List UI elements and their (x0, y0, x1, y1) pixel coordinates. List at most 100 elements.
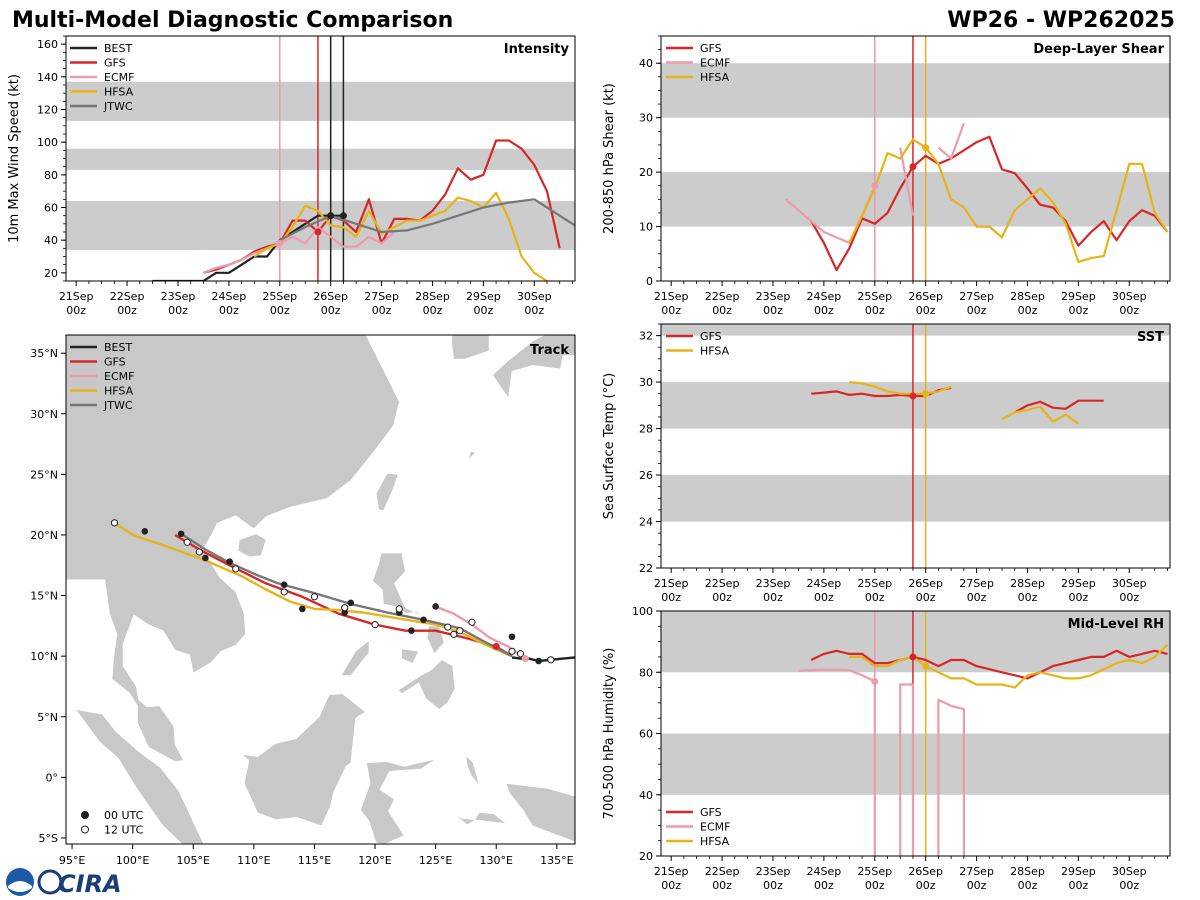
track-point-12utc (280, 588, 288, 596)
track-jtwc (180, 532, 513, 658)
land-polygon (465, 754, 480, 786)
shear-xtick-date: 21Sep (654, 290, 689, 303)
rh-series-ecmf (937, 698, 966, 856)
shear-series-group (784, 122, 1169, 272)
sst-init-marker (909, 392, 917, 400)
intensity-series-best (152, 214, 344, 281)
figure-title: Multi-Model Diagnostic Comparison (12, 8, 453, 33)
land-polygon (75, 709, 204, 844)
shear-xtick-date: 25Sep (857, 290, 892, 303)
shear-init-marker (871, 182, 879, 190)
rh-xtick-hour: 00z (967, 879, 987, 892)
sst-shade-band (661, 475, 1170, 522)
track-ytick-label: 20°N (30, 529, 58, 542)
shear-panel: 01020304021Sep00z22Sep00z23Sep00z24Sep00… (602, 35, 1171, 317)
shear-xtick-hour: 00z (661, 304, 681, 317)
track-gfs-init-marker (492, 642, 500, 650)
intensity-init-marker (314, 228, 322, 236)
shear-xtick-date: 22Sep (705, 290, 740, 303)
shear-xtick-hour: 00z (712, 304, 732, 317)
intensity-title: Intensity (504, 42, 570, 57)
rh-xtick-hour: 00z (661, 879, 681, 892)
rh-series-gfs (810, 649, 1168, 680)
shear-series-ecmf (899, 147, 915, 216)
track-marker-legend-symbol (81, 811, 89, 819)
land-polygon (375, 472, 399, 512)
sst-xtick-hour: 00z (1068, 591, 1088, 604)
track-point-00utc (177, 530, 185, 538)
rh-frame (660, 610, 1171, 857)
rh-xtick-hour: 00z (814, 879, 834, 892)
intensity-init-marker (276, 239, 284, 247)
track-ytick-label: 0° (46, 771, 59, 784)
track-ytick-label: 10°N (30, 650, 58, 663)
track-point-12utc (468, 618, 476, 626)
track-lines-group (110, 519, 575, 665)
track-xtick-label: 95°E (59, 854, 85, 867)
shear-ytick-label: 0 (646, 275, 653, 288)
sst-xtick-date: 26Sep (908, 577, 943, 590)
intensity-xtick-hour: 00z (321, 304, 341, 317)
intensity-ytick-label: 140 (37, 71, 58, 84)
sst-xtick-date: 24Sep (807, 577, 842, 590)
rh-xtick-hour: 00z (712, 879, 732, 892)
sst-xtick-hour: 00z (712, 591, 732, 604)
sst-xtick-date: 27Sep (959, 577, 994, 590)
track-point-00utc (299, 605, 306, 613)
noaa-wave-icon (8, 881, 32, 892)
intensity-xtick-hour: 00z (524, 304, 544, 317)
track-point-12utc (232, 565, 240, 573)
intensity-xtick-hour: 00z (473, 304, 493, 317)
shear-legend-label: GFS (700, 42, 722, 55)
rh-init-marker (871, 677, 879, 685)
track-legend-label: HFSA (104, 385, 134, 398)
shear-series-gfs (810, 135, 1169, 272)
track-frame (65, 334, 576, 845)
intensity-shade-band (66, 148, 575, 170)
track-ecmf-init-marker (521, 655, 529, 663)
sst-legend-label: HFSA (700, 345, 730, 358)
track-point-00utc (432, 603, 439, 610)
shear-xtick-date: 28Sep (1010, 290, 1045, 303)
track-point-12utc (450, 630, 458, 638)
rh-xtick-date: 24Sep (807, 865, 842, 878)
shear-xtick-hour: 00z (814, 304, 834, 317)
intensity-init-marker (339, 212, 347, 220)
sst-xtick-date: 21Sep (654, 577, 689, 590)
sst-series-hfsa (849, 381, 952, 395)
intensity-xtick-date: 23Sep (161, 290, 196, 303)
track-legend-label: GFS (104, 356, 126, 369)
sst-series-group (811, 381, 1104, 425)
land-polygon (451, 335, 490, 360)
shear-xtick-hour: 00z (1068, 304, 1088, 317)
sst-series-gfs (1014, 399, 1104, 414)
sst-xtick-hour: 00z (763, 591, 783, 604)
rh-xtick-date: 30Sep (1112, 865, 1147, 878)
track-ytick-label: 30°N (30, 408, 58, 421)
intensity-legend-label: GFS (104, 57, 126, 70)
cira-logo: CIRA (6, 868, 122, 898)
track-title: Track (530, 343, 569, 358)
rh-shade-band (661, 733, 1170, 795)
track-point-12utc (310, 593, 319, 601)
land-polygon (467, 450, 477, 461)
intensity-xtick-date: 29Sep (466, 290, 501, 303)
cira-logo-text: CIRA (58, 870, 122, 898)
land-polygon (237, 533, 267, 558)
track-point-12utc (183, 538, 191, 546)
shear-ytick-label: 20 (639, 166, 653, 179)
track-legend-label: JTWC (103, 399, 133, 412)
shear-xtick-date: 30Sep (1112, 290, 1147, 303)
sst-ytick-label: 32 (639, 330, 653, 343)
track-point-00utc (226, 558, 233, 565)
sst-ytick-label: 26 (639, 469, 653, 482)
track-ytick-label: 5°S (39, 832, 58, 845)
land-polygon (240, 693, 366, 827)
intensity-ytick-label: 120 (37, 104, 58, 117)
shear-ytick-label: 10 (639, 221, 653, 234)
sst-ytick-label: 24 (639, 516, 653, 529)
intensity-xtick-hour: 00z (372, 304, 392, 317)
track-point-00utc (202, 554, 209, 562)
rh-xtick-date: 29Sep (1061, 865, 1096, 878)
rh-title: Mid-Level RH (1068, 617, 1164, 632)
